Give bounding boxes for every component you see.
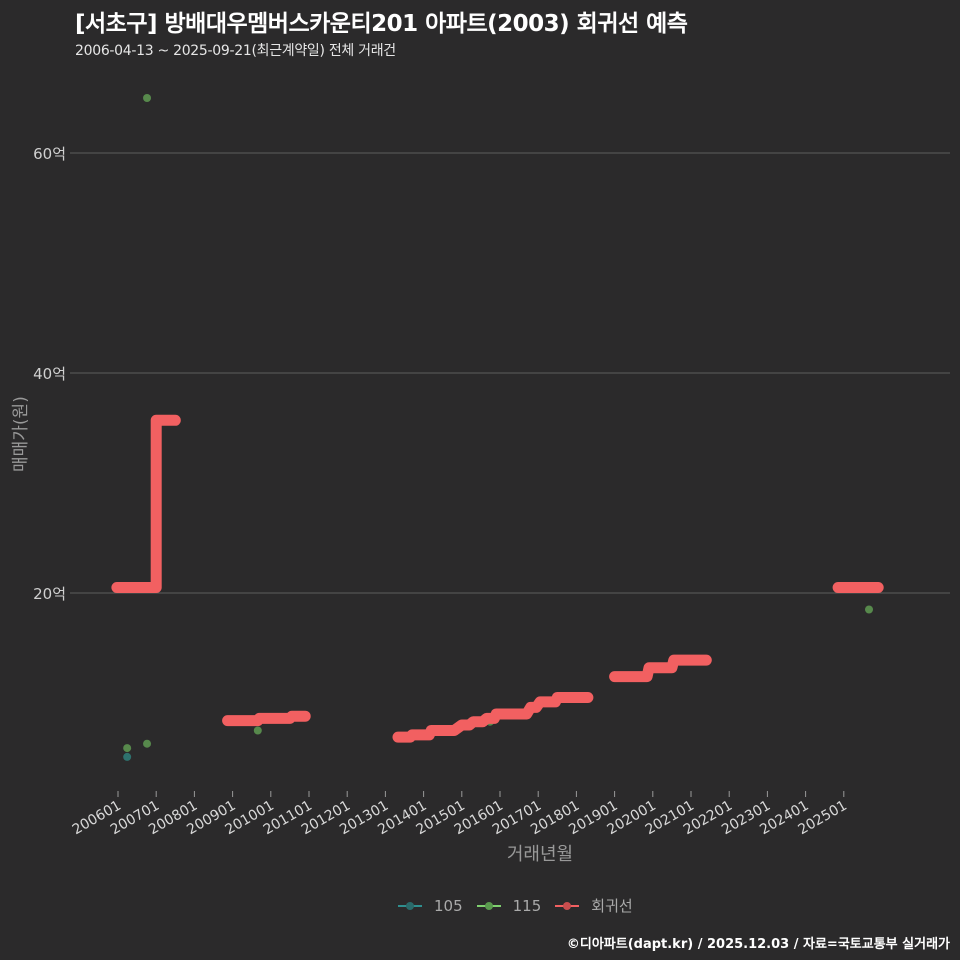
x-axis-label: 거래년월 xyxy=(506,844,574,865)
data-point-115 xyxy=(865,605,874,614)
y-tick-label: 20억 xyxy=(33,585,66,603)
data-point-115 xyxy=(143,94,152,102)
legend-key-icon xyxy=(555,899,580,913)
data-point-115 xyxy=(253,726,262,735)
regression-line xyxy=(392,692,594,743)
legend-item-115[interactable]: 115 xyxy=(476,896,542,915)
chart-subtitle: 2006-04-13 ~ 2025-09-21(최근계약일) 전체 거래건 xyxy=(75,43,396,59)
y-tick-label: 40억 xyxy=(33,365,66,383)
legend-label: 회귀선 xyxy=(591,897,633,915)
y-axis-label-wrap: 매매가(원) xyxy=(6,396,31,473)
legend-key-icon xyxy=(476,899,501,913)
data-point-105 xyxy=(123,752,132,761)
regression-line xyxy=(222,710,311,727)
legend-label: 115 xyxy=(512,896,542,915)
legend-item-105[interactable]: 105 xyxy=(398,897,463,915)
regression-line xyxy=(111,414,181,593)
legend-key-icon xyxy=(398,899,422,913)
y-axis-label: 매매가(원) xyxy=(11,396,31,472)
regression-line xyxy=(609,654,712,683)
source-credit: ©디아파트(dapt.kr) / 2025.12.03 / 자료=국토교통부 실… xyxy=(566,937,950,952)
chart-title: [서초구] 방배대우멤버스카운티201 아파트(2003) 회귀선 예측 xyxy=(75,11,688,37)
legend-item-regression[interactable]: 회귀선 xyxy=(555,895,633,916)
y-tick-label: 60억 xyxy=(33,145,66,163)
chart-legend: 105 115 회귀선 xyxy=(398,895,647,916)
data-point-115 xyxy=(123,744,132,753)
data-point-115 xyxy=(143,739,152,748)
legend-label: 105 xyxy=(434,896,463,915)
